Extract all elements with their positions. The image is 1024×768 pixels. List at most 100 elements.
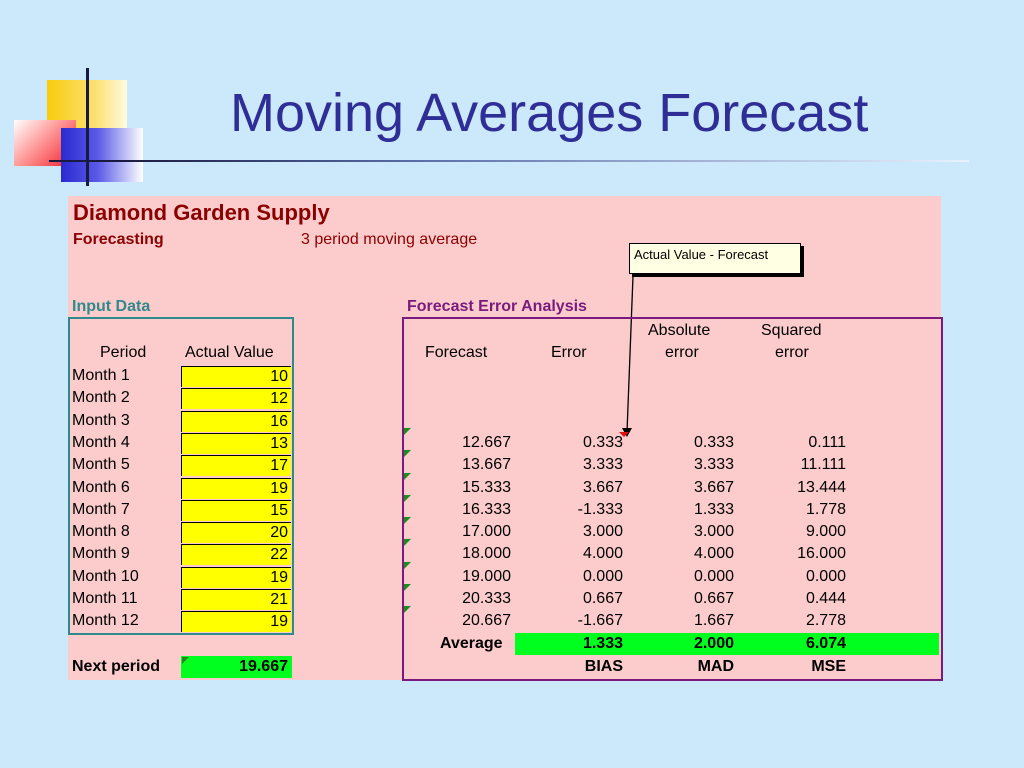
absolute-error-cell: 3.333 xyxy=(693,456,734,473)
mse-label: MSE xyxy=(811,658,846,675)
comment-indicator-icon xyxy=(404,450,411,457)
error-analysis-label: Forecast Error Analysis xyxy=(407,298,587,315)
header-forecast: Forecast xyxy=(425,344,488,361)
error-cell: 4.000 xyxy=(582,545,623,562)
actual-value-cell[interactable]: 20 xyxy=(181,522,291,543)
period-cell: Month 6 xyxy=(72,479,130,496)
error-cell: -1.667 xyxy=(577,612,623,629)
comment-indicator-icon xyxy=(404,539,411,546)
header-absolute-error: error xyxy=(665,344,699,361)
actual-value-cell[interactable]: 19 xyxy=(181,567,291,588)
squared-error-cell: 16.000 xyxy=(797,545,846,562)
period-cell: Month 9 xyxy=(72,545,130,562)
error-cell: 0.000 xyxy=(582,568,623,585)
title-underline xyxy=(49,160,969,162)
comment-indicator-icon xyxy=(182,657,189,664)
period-cell: Month 2 xyxy=(72,389,130,406)
squared-error-cell: 0.000 xyxy=(805,568,846,585)
bias-label: BIAS xyxy=(584,658,623,675)
absolute-error-cell: 3.667 xyxy=(693,479,734,496)
forecast-cell: 20.333 xyxy=(462,590,511,607)
period-cell: Month 12 xyxy=(72,612,139,629)
squared-error-cell: 1.778 xyxy=(805,501,846,518)
error-cell: 3.667 xyxy=(582,479,623,496)
header-absolute: Absolute xyxy=(648,322,711,339)
input-data-box xyxy=(68,317,294,635)
absolute-error-cell: 0.333 xyxy=(693,434,734,451)
next-period-value: 19.667 xyxy=(239,658,288,675)
forecasting-label: Forecasting xyxy=(73,231,164,248)
actual-value-cell[interactable]: 17 xyxy=(181,455,291,476)
header-period: Period xyxy=(100,344,147,361)
comment-indicator-icon xyxy=(404,584,411,591)
mad-value: 2.000 xyxy=(693,635,734,652)
mse-value: 6.074 xyxy=(805,635,846,652)
forecast-cell: 12.667 xyxy=(462,434,511,451)
error-cell: 3.000 xyxy=(582,523,623,540)
absolute-error-cell: 0.000 xyxy=(693,568,734,585)
error-cell: -1.333 xyxy=(577,501,623,518)
actual-value-cell[interactable]: 22 xyxy=(181,544,291,565)
comment-indicator-icon xyxy=(404,517,411,524)
forecast-cell: 15.333 xyxy=(462,479,511,496)
slide-title: Moving Averages Forecast xyxy=(230,83,869,143)
period-cell: Month 10 xyxy=(72,568,139,585)
comment-indicator-icon xyxy=(404,562,411,569)
comment-indicator-icon xyxy=(404,473,411,480)
input-data-label: Input Data xyxy=(72,298,151,315)
error-cell: 0.667 xyxy=(582,590,623,607)
company-name: Diamond Garden Supply xyxy=(73,200,330,225)
squared-error-cell: 0.111 xyxy=(808,434,846,451)
error-cell: 0.333 xyxy=(582,434,623,451)
header-squared: Squared xyxy=(761,322,822,339)
forecast-cell: 19.000 xyxy=(462,568,511,585)
absolute-error-cell: 4.000 xyxy=(693,545,734,562)
actual-value-cell[interactable]: 10 xyxy=(181,366,291,387)
comment-indicator-icon xyxy=(404,606,411,613)
header-error: Error xyxy=(551,344,587,361)
squared-error-cell: 2.778 xyxy=(805,612,846,629)
period-cell: Month 4 xyxy=(72,434,130,451)
period-cell: Month 5 xyxy=(72,456,130,473)
absolute-error-cell: 1.333 xyxy=(693,501,734,518)
period-cell: Month 11 xyxy=(72,590,138,607)
error-analysis-box xyxy=(402,317,943,681)
actual-value-cell[interactable]: 19 xyxy=(181,478,291,499)
forecast-cell: 18.000 xyxy=(462,545,511,562)
comment-indicator-icon xyxy=(404,428,411,435)
average-label: Average xyxy=(440,635,503,652)
comment-indicator-icon xyxy=(404,495,411,502)
forecast-cell: 13.667 xyxy=(462,456,511,473)
actual-value-cell[interactable]: 16 xyxy=(181,411,291,432)
squared-error-cell: 9.000 xyxy=(805,523,846,540)
squared-error-cell: 11.111 xyxy=(800,456,846,473)
actual-value-cell[interactable]: 12 xyxy=(181,388,291,409)
callout-note: Actual Value - Forecast xyxy=(629,243,801,274)
squared-error-cell: 13.444 xyxy=(797,479,846,496)
forecast-cell: 17.000 xyxy=(462,523,511,540)
actual-value-cell[interactable]: 19 xyxy=(181,611,291,632)
average-row-fill xyxy=(515,633,939,655)
absolute-error-cell: 3.000 xyxy=(693,523,734,540)
actual-value-cell[interactable]: 13 xyxy=(181,433,291,454)
absolute-error-cell: 0.667 xyxy=(693,590,734,607)
next-period-label: Next period xyxy=(72,658,161,675)
actual-value-cell[interactable]: 21 xyxy=(181,589,291,610)
period-cell: Month 7 xyxy=(72,501,130,518)
bias-value: 1.333 xyxy=(582,635,623,652)
method-label: 3 period moving average xyxy=(301,231,478,248)
decor-blue-square xyxy=(61,128,143,182)
decor-vertical-line xyxy=(86,68,89,186)
forecast-cell: 16.333 xyxy=(462,501,511,518)
header-actual-value: Actual Value xyxy=(185,344,274,361)
mad-label: MAD xyxy=(697,658,734,675)
actual-value-cell[interactable]: 15 xyxy=(181,500,291,521)
period-cell: Month 8 xyxy=(72,523,130,540)
squared-error-cell: 0.444 xyxy=(805,590,846,607)
next-period-cell[interactable] xyxy=(181,656,292,678)
absolute-error-cell: 1.667 xyxy=(693,612,734,629)
period-cell: Month 3 xyxy=(72,412,130,429)
header-squared-error: error xyxy=(775,344,809,361)
period-cell: Month 1 xyxy=(72,367,130,384)
error-cell: 3.333 xyxy=(582,456,623,473)
